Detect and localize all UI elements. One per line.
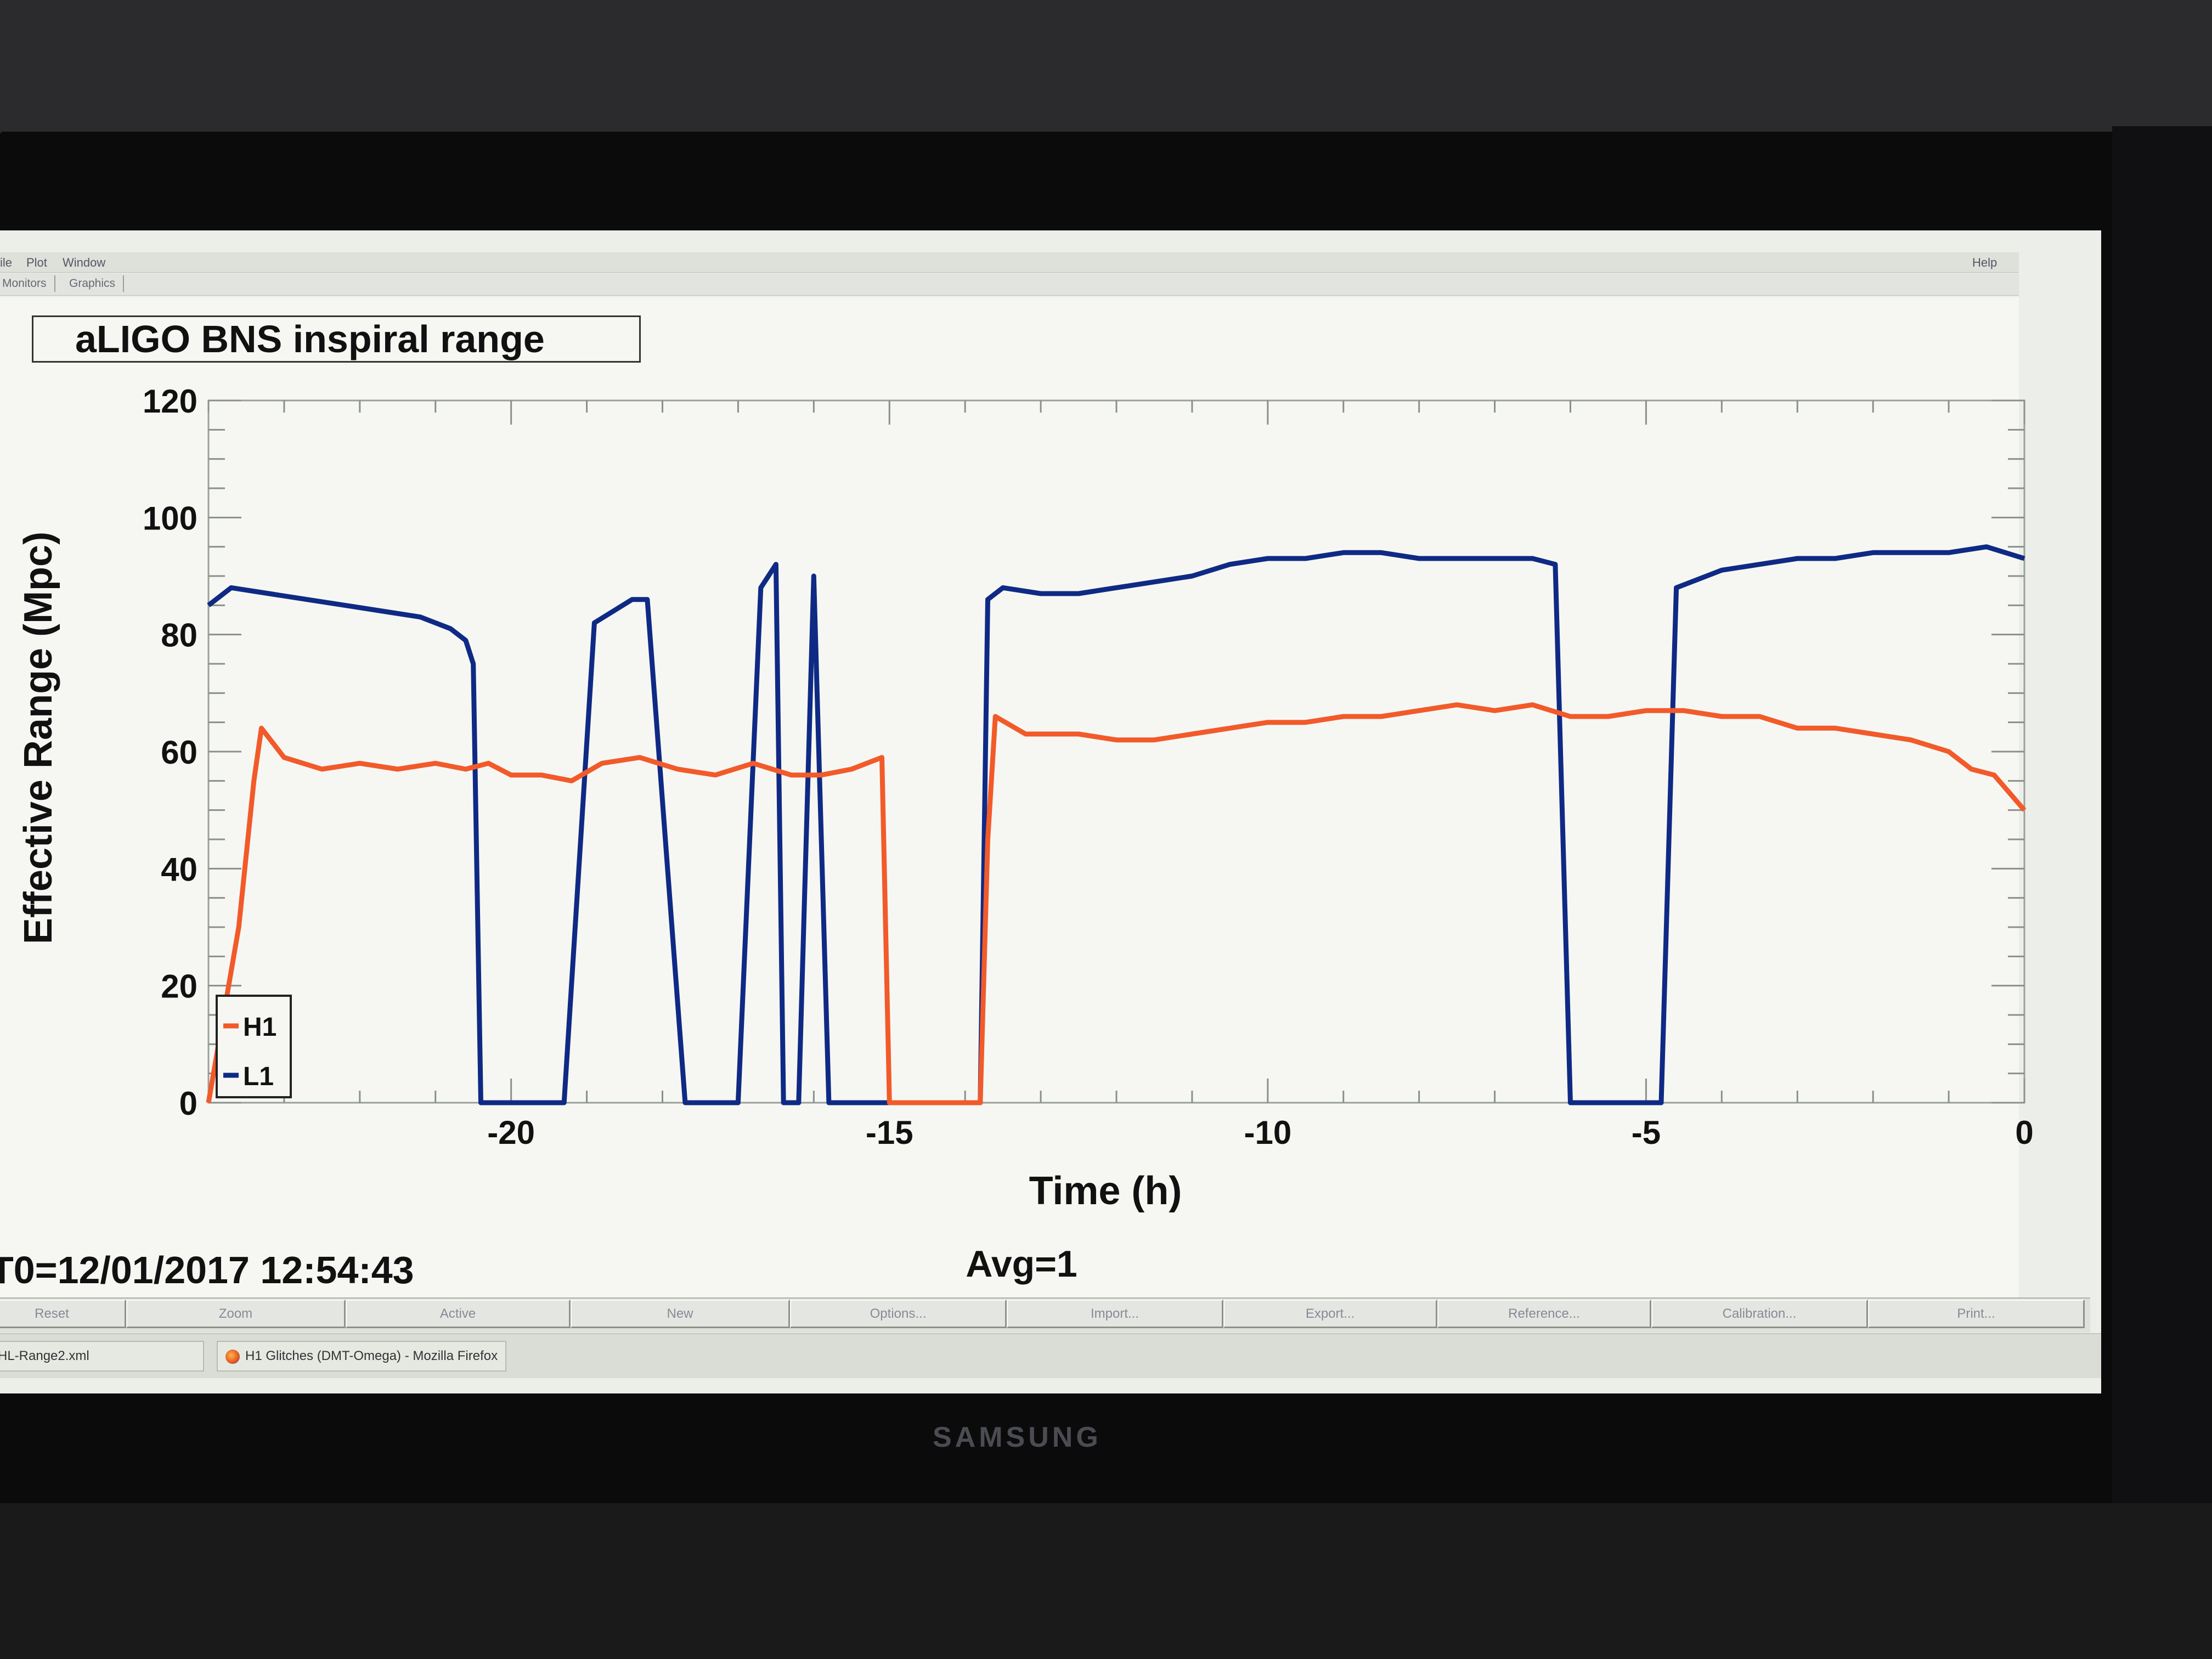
x-axis-label: Time (h)	[1029, 1169, 1182, 1213]
legend-box	[216, 995, 292, 1098]
active-button[interactable]: Active	[346, 1300, 571, 1328]
zoom-button[interactable]: Zoom	[126, 1300, 346, 1328]
tab-graphics[interactable]: Graphics	[61, 275, 125, 292]
avg-label: Avg=1	[966, 1243, 1077, 1285]
y-tick-label: 0	[179, 1085, 198, 1122]
tab-bar: Monitors Graphics	[0, 273, 2019, 296]
range-chart: -20 -15 -10 -5 0 0 20 40 60 80 100 120 H1 L1	[143, 383, 2034, 1151]
plot-canvas	[0, 297, 2019, 1301]
plot-title: aLIGO BNS inspiral range	[32, 315, 641, 363]
y-tick-label: 100	[143, 500, 198, 537]
export-button[interactable]: Export...	[1223, 1300, 1437, 1328]
legend-label-l1: L1	[243, 1062, 274, 1091]
y-tick-label: 120	[143, 383, 198, 420]
menu-plot[interactable]: Plot	[26, 256, 47, 269]
print-button[interactable]: Print...	[1868, 1300, 2085, 1328]
menu-file[interactable]: ile	[0, 256, 13, 269]
wall-background	[0, 0, 2212, 137]
x-tick-label: -15	[866, 1114, 913, 1151]
taskbar-item-firefox[interactable]: H1 Glitches (DMT-Omega) - Mozilla Firefo…	[217, 1341, 507, 1372]
x-tick-label: 0	[2015, 1114, 2033, 1151]
series-line-l1	[207, 544, 2025, 1105]
monitor-screen: ile Plot Window Help Monitors Graphics a…	[0, 230, 2101, 1393]
menu-help[interactable]: Help	[1972, 256, 1997, 269]
x-tick-label: -5	[1632, 1114, 1661, 1151]
taskbar-item-hl-range[interactable]: HL-Range2.xml	[0, 1341, 204, 1372]
taskbar-item-label: HL-Range2.xml	[0, 1348, 89, 1363]
legend-label-h1: H1	[243, 1013, 276, 1042]
reset-button[interactable]: Reset	[0, 1300, 126, 1328]
monitor-side	[2112, 126, 2212, 1607]
button-bar: Reset Zoom Active New Options... Import.…	[0, 1297, 2090, 1333]
x-tick-label: -20	[487, 1114, 535, 1151]
series-line-h1	[206, 702, 2027, 1105]
menu-bar: ile Plot Window Help	[0, 252, 2019, 273]
taskbar-item-label: H1 Glitches (DMT-Omega) - Mozilla Firefo…	[245, 1348, 498, 1363]
x-tick-label: -10	[1244, 1114, 1291, 1151]
tab-monitors[interactable]: Monitors	[0, 275, 55, 292]
y-tick-label: 80	[161, 617, 198, 654]
y-tick-label: 20	[161, 968, 198, 1005]
firefox-icon	[225, 1349, 240, 1364]
reference-button[interactable]: Reference...	[1437, 1300, 1651, 1328]
import-button[interactable]: Import...	[1007, 1300, 1223, 1328]
new-button[interactable]: New	[571, 1300, 790, 1328]
options-button[interactable]: Options...	[790, 1300, 1007, 1328]
calibration-button[interactable]: Calibration...	[1651, 1300, 1868, 1328]
desk-surface	[0, 1503, 2212, 1659]
y-tick-label: 40	[161, 851, 198, 888]
menu-window[interactable]: Window	[63, 256, 106, 269]
y-tick-label: 60	[161, 734, 198, 771]
t0-timestamp: T0=12/01/2017 12:54:43	[0, 1249, 414, 1291]
y-axis-label: Effective Range (Mpc)	[16, 531, 60, 945]
monitor-brand-logo: SAMSUNG	[933, 1421, 1102, 1453]
taskbar: HL-Range2.xml H1 Glitches (DMT-Omega) - …	[0, 1333, 2101, 1378]
